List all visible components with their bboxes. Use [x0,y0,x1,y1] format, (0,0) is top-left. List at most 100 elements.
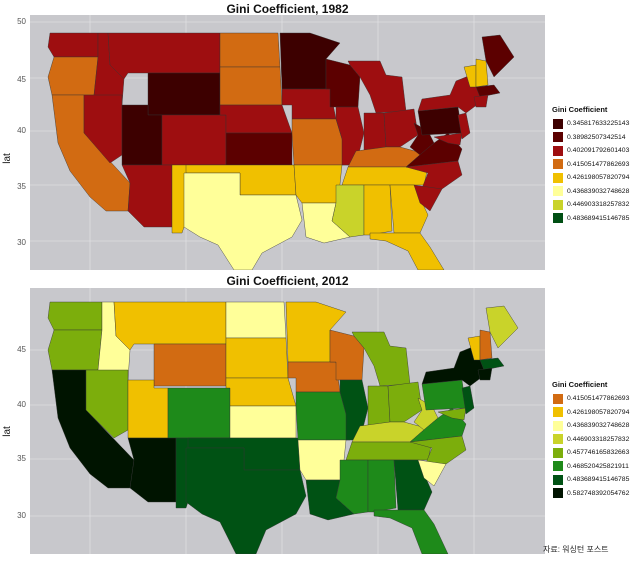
state-washington [47,301,103,331]
state-florida [369,232,445,270]
legend-item: 0.582748392054762 [552,487,640,501]
state-nebraska [219,104,293,134]
state-maryland [437,407,467,421]
state-new-jersey [457,112,471,140]
legend-item: 0.446903318257832 [552,198,640,212]
map-title-2012: Gini Coefficient, 2012 [226,274,349,288]
legend-item: 0.426198057820794 [552,406,640,420]
legend-item: 0.415051477862693 [552,392,640,406]
legend-item: 0.415051477862693 [552,158,640,172]
legend-rows-1982: 0.345817633225143 0.38982507342514 0.402… [552,117,640,225]
state-colorado [161,114,227,166]
state-iowa [287,361,341,393]
state-montana [107,32,221,80]
state-pennsylvania [417,106,463,136]
legend-swatch [552,198,564,211]
state-south-carolina [417,459,447,487]
state-wyoming [153,343,227,387]
legend-swatch [552,117,564,130]
legend-label: 0.426198057820794 [567,408,630,416]
state-wyoming [147,72,221,116]
state-north-dakota [219,32,281,68]
y-axis-label-1982: lat [1,153,13,164]
y-tick: 50 [17,17,26,26]
legend-swatch [552,419,564,432]
state-ohio [387,381,423,423]
state-nevada [83,94,123,164]
legend-label: 0.468520425821911 [567,462,629,470]
legend-item: 0.483689415146785 [552,473,640,487]
state-oregon [47,329,103,371]
legend-swatch [552,212,564,225]
legend-swatch [552,487,564,500]
legend-item: 0.468520425821911 [552,460,640,474]
y-tick: 30 [17,238,26,247]
y-tick: 40 [17,126,26,135]
state-montana [113,301,227,351]
state-washington [47,32,99,58]
us-map-2012 [30,288,545,554]
legend-label: 0.446903318257832 [567,201,630,209]
y-tick: 35 [17,454,26,463]
us-map-1982 [30,15,545,270]
legend-label: 0.345817633225143 [567,120,630,128]
state-pennsylvania [421,379,467,411]
legend-item: 0.483689415146785 [552,212,640,226]
state-colorado [167,387,231,439]
state-tennessee [341,166,429,186]
map-title-1982: Gini Coefficient, 1982 [226,2,349,16]
legend-label: 0.457746165832663 [567,449,630,457]
state-south-dakota [225,337,289,379]
state-connecticut [473,94,489,108]
legend-swatch [552,406,564,419]
legend-swatch [552,158,564,171]
state-arizona [127,437,177,503]
legend-item: 0.38982507342514 [552,131,640,145]
legend-1982: Gini Coefficient 0.345817633225143 0.389… [552,105,640,225]
legend-swatch [552,185,564,198]
legend-label: 0.415051477862693 [567,395,630,403]
state-kansas [225,132,293,166]
y-tick: 35 [17,182,26,191]
state-florida [373,509,449,554]
legend-label: 0.483689415146785 [567,214,630,222]
legend-item: 0.345817633225143 [552,117,640,131]
legend-swatch [552,433,564,446]
legend-label: 0.446903318257832 [567,435,630,443]
legend-swatch [552,392,564,405]
state-indiana [367,385,391,427]
legend-label: 0.415051477862693 [567,160,630,168]
state-ohio [383,108,419,148]
legend-label: 0.436839032748628 [567,422,630,430]
legend-swatch [552,446,564,459]
state-new-jersey [461,385,475,415]
state-arkansas [297,439,347,481]
source-note: 자료: 워싱턴 포스트 [543,545,609,554]
state-alabama [363,184,393,236]
state-south-dakota [219,66,283,106]
legend-label: 0.582748392054762 [567,489,630,497]
legend-item: 0.446903318257832 [552,433,640,447]
legend-2012: Gini Coefficient 0.415051477862693 0.426… [552,380,640,500]
state-arkansas [293,164,343,204]
legend-swatch [552,473,564,486]
y-axis-label-2012: lat [1,426,13,437]
state-nevada [85,369,129,439]
state-new-hampshire [475,58,489,88]
state-alabama [367,459,397,513]
state-texas [185,447,307,554]
map-plot-1982 [30,15,545,270]
legend-label: 0.436839032748628 [567,187,630,195]
state-oregon [47,56,99,96]
map-panel-2012: Gini Coefficient, 2012 lat 45 40 35 30 [0,272,640,561]
legend-item: 0.436839032748628 [552,419,640,433]
legend-label: 0.402091792601403 [567,147,630,155]
y-tick: 40 [17,400,26,409]
legend-swatch [552,144,564,157]
legend-label: 0.38982507342514 [567,133,626,141]
legend-swatch [552,171,564,184]
state-maine [481,34,515,78]
y-tick: 45 [17,345,26,354]
legend-rows-2012: 0.415051477862693 0.426198057820794 0.43… [552,392,640,500]
legend-title: Gini Coefficient [552,105,608,114]
